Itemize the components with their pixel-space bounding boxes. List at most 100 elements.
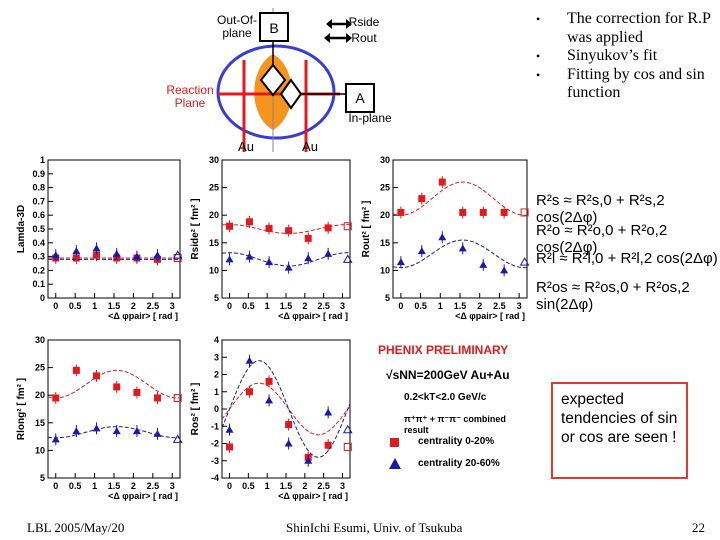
y-tick-label: 25	[35, 363, 45, 373]
y-tick-label: 20	[209, 210, 219, 220]
y-tick-label: 0	[214, 404, 219, 414]
box-b-text: B	[269, 20, 278, 36]
formula-ros: R²os ≈ R²os,0 + R²os,2 sin(2Δφ)	[536, 279, 690, 313]
x-tick-label: 0.5	[242, 301, 255, 311]
y-axis-label: Rout² [ fm² ]	[361, 201, 372, 258]
x-tick-label: 2	[131, 301, 136, 311]
data-point-central	[285, 421, 293, 429]
reflected-point-peripheral	[342, 254, 353, 263]
fit-curve	[47, 426, 180, 439]
legend: PHENIX PRELIMINARY √sNN=200GeV Au+Au 0.2…	[360, 340, 530, 480]
data-point-peripheral	[112, 427, 121, 435]
data-point-peripheral	[92, 244, 101, 252]
reaction-plane-label: Reaction Plane	[166, 83, 214, 110]
data-point-central	[72, 366, 80, 374]
y-tick-label: 1	[40, 155, 45, 165]
data-point-peripheral	[284, 263, 293, 271]
data-point-central	[265, 377, 273, 385]
data-point-peripheral	[500, 266, 509, 274]
panel-frame	[47, 159, 181, 299]
data-point-peripheral	[72, 247, 81, 255]
x-tick-label: 0	[227, 301, 232, 311]
data-point-peripheral	[225, 425, 234, 433]
data-point-central	[324, 441, 332, 449]
x-tick-label: 2.5	[493, 301, 506, 311]
y-tick-label: 0.9	[32, 169, 45, 179]
formula-rl: R²l ≈ R²l,0 + R²l,2 cos(2Δφ)	[536, 250, 718, 267]
footer-author: ShinIchi Esumi, Univ. of Tsukuba	[286, 520, 463, 535]
pair-label: π⁺π⁺ + π⁻π⁻ combined result	[404, 414, 506, 435]
y-tick-label: 4	[214, 335, 219, 345]
data-point-peripheral	[324, 249, 333, 257]
y-tick-label: 20	[35, 390, 45, 400]
y-tick-label: 3	[214, 352, 219, 362]
data-point-central	[226, 222, 234, 230]
data-point-central	[265, 224, 273, 232]
rside-label: Rside	[348, 15, 380, 29]
x-tick-label: 2.5	[317, 301, 330, 311]
data-point-peripheral	[153, 251, 162, 259]
x-axis-label: <Δ φpair> [ rad ]	[108, 311, 178, 321]
y-tick-label: 30	[380, 155, 390, 165]
x-axis-label: <Δ φpair> [ rad ]	[278, 491, 348, 501]
x-tick-label: 2.5	[317, 481, 330, 491]
x-tick-label: 2.5	[147, 301, 160, 311]
x-tick-label: 2	[477, 301, 482, 311]
y-tick-label: 25	[209, 183, 219, 193]
data-point-central	[479, 208, 487, 216]
y-tick-label: 0.1	[32, 279, 45, 289]
x-tick-label: 1.5	[454, 301, 467, 311]
x-tick-label: 0	[227, 481, 232, 491]
data-point-peripheral	[92, 424, 101, 432]
y-tick-label: 30	[35, 335, 45, 345]
reflected-point-peripheral	[519, 257, 530, 266]
data-point-peripheral	[225, 255, 234, 263]
data-point-central	[245, 388, 253, 396]
au-right-label: Au	[302, 139, 318, 154]
formula-ro: R²o ≈ R²o,0 + R²o,2 cos(2Δφ)	[536, 222, 668, 256]
data-point-central	[93, 372, 101, 380]
y-tick-label: 15	[380, 238, 390, 248]
y-tick-label: 5	[214, 293, 219, 303]
y-axis-label: Ros² [ fm² ]	[190, 383, 201, 436]
energy-label: √sNN=200GeV Au+Au	[386, 368, 510, 382]
box-a-text: A	[355, 90, 365, 106]
y-tick-label: -4	[211, 473, 219, 483]
rout-label: Rout	[351, 31, 377, 45]
x-tick-label: 1.5	[108, 301, 121, 311]
data-point-central	[226, 443, 234, 451]
data-point-peripheral	[245, 356, 254, 364]
data-point-peripheral	[132, 427, 141, 435]
y-tick-label: -3	[211, 456, 219, 466]
page-number: 22	[692, 520, 705, 535]
data-point-central	[324, 224, 332, 232]
x-tick-label: 3	[517, 301, 522, 311]
legend-peripheral-label: centrality 20-60%	[418, 458, 500, 469]
in-plane-ellipse	[216, 44, 336, 140]
formula-rs: R²s ≈ R²s,0 + R²s,2 cos(2Δφ)	[536, 192, 665, 226]
fit-curve	[221, 360, 351, 458]
x-tick-label: 2	[131, 481, 136, 491]
data-point-peripheral	[479, 260, 488, 268]
bullet-list: • The correction for R.P was applied • Sin…	[532, 10, 717, 103]
x-axis-label: <Δ φpair> [ rad ]	[108, 491, 178, 501]
reflected-point-central	[520, 208, 529, 217]
x-tick-label: 1	[438, 301, 443, 311]
footer-date: LBL 2005/May/20	[27, 520, 125, 535]
data-point-central	[72, 254, 80, 262]
data-point-peripheral	[396, 258, 405, 266]
reflected-point-peripheral	[342, 424, 353, 434]
y-tick-label: 2	[214, 370, 219, 380]
data-point-peripheral	[458, 244, 467, 252]
data-point-peripheral	[265, 396, 274, 404]
y-tick-label: 0.8	[32, 183, 45, 193]
data-point-peripheral	[284, 439, 293, 447]
expected-tendencies-note: expected tendencies of sin or cos are se…	[551, 382, 688, 479]
reflected-point-central	[343, 442, 352, 451]
reflected-point-central	[173, 393, 182, 402]
data-point-central	[245, 218, 253, 226]
y-tick-label: 0.3	[32, 252, 45, 262]
x-axis-label: <Δ φpair> [ rad ]	[455, 311, 525, 321]
y-tick-label: 5	[40, 473, 45, 483]
y-tick-label: 0.2	[32, 265, 45, 275]
